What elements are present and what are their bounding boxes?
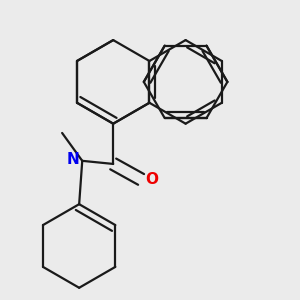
Text: N: N	[67, 152, 80, 167]
Text: O: O	[145, 172, 158, 187]
